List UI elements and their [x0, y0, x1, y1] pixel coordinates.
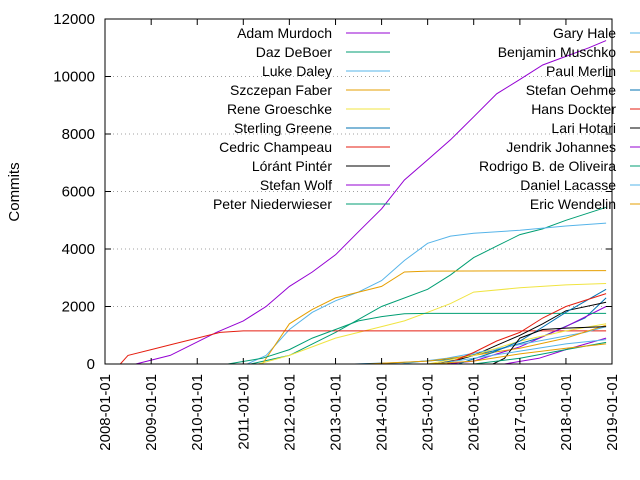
- x-tick-label: 2010-01-01: [189, 374, 206, 451]
- x-tick-label: 2013-01-01: [328, 374, 345, 451]
- legend-label: Lari Hotari: [551, 120, 616, 136]
- legend-label: Stefan Oehme: [526, 82, 616, 98]
- series-line: [227, 312, 607, 365]
- tick-layer: 0 2000 4000 6000 8000 10000 12000 2008-01-01 200…: [53, 11, 621, 451]
- y-tick-label: 2000: [62, 299, 95, 316]
- legend-label: Peter Niederwieser: [213, 196, 332, 212]
- series-line: [119, 330, 607, 365]
- x-tick-label: 2008-01-01: [97, 374, 114, 451]
- series-line: [492, 326, 607, 365]
- legend-label: Benjamin Muschko: [498, 44, 616, 60]
- series-line: [135, 40, 607, 365]
- x-tick-label: 2016-01-01: [466, 374, 483, 451]
- y-tick-label: 8000: [62, 126, 95, 143]
- y-tick-label: 10000: [53, 69, 95, 86]
- x-tick-label: 2015-01-01: [420, 374, 437, 451]
- series-line: [504, 337, 607, 365]
- legend-label: Jendrik Johannes: [506, 139, 616, 155]
- legend-label: Stefan Wolf: [260, 177, 332, 193]
- legend-label: Luke Daley: [262, 63, 332, 79]
- x-tick-label: 2009-01-01: [143, 374, 160, 451]
- series-line: [261, 270, 607, 365]
- y-tick-label: 0: [87, 356, 95, 373]
- legend: Adam Murdoch Daz DeBoer Luke Daley Szczepan…: [213, 25, 640, 212]
- legend-label: Rene Groeschke: [227, 101, 332, 117]
- y-tick-label: 12000: [53, 11, 95, 28]
- series-layer: [119, 40, 607, 365]
- series-line: [366, 324, 607, 365]
- series-line: [427, 343, 607, 365]
- y-axis-title: Commits: [6, 162, 23, 221]
- y-tick-label: 6000: [62, 184, 95, 201]
- x-tick-label: 2018-01-01: [558, 374, 575, 451]
- legend-label: Cedric Champeau: [219, 139, 332, 155]
- legend-label: Sterling Greene: [234, 120, 332, 136]
- x-tick-label: 2014-01-01: [374, 374, 391, 451]
- grid-layer: [105, 76, 612, 307]
- legend-label: Daz DeBoer: [256, 44, 333, 60]
- legend-label: Hans Dockter: [531, 101, 616, 117]
- legend-label: Rodrigo B. de Oliveira: [479, 158, 616, 174]
- legend-label: Daniel Lacasse: [520, 177, 616, 193]
- y-tick-label: 4000: [62, 241, 95, 258]
- x-tick-label: 2019-01-01: [604, 374, 621, 451]
- series-line: [246, 222, 607, 365]
- legend-label: Adam Murdoch: [237, 25, 332, 41]
- legend-label: Lóránt Pintér: [252, 158, 332, 174]
- legend-label: Gary Hale: [553, 25, 616, 41]
- x-tick-label: 2017-01-01: [512, 374, 529, 451]
- series-line: [458, 288, 607, 365]
- legend-label: Szczepan Faber: [230, 82, 332, 98]
- legend-label: Paul Merlin: [546, 63, 616, 79]
- x-tick-label: 2011-01-01: [235, 374, 252, 450]
- series-line: [435, 339, 607, 365]
- series-line: [258, 283, 607, 365]
- x-tick-label: 2012-01-01: [281, 374, 298, 451]
- legend-label: Eric Wendelin: [530, 196, 616, 212]
- series-line: [446, 293, 607, 365]
